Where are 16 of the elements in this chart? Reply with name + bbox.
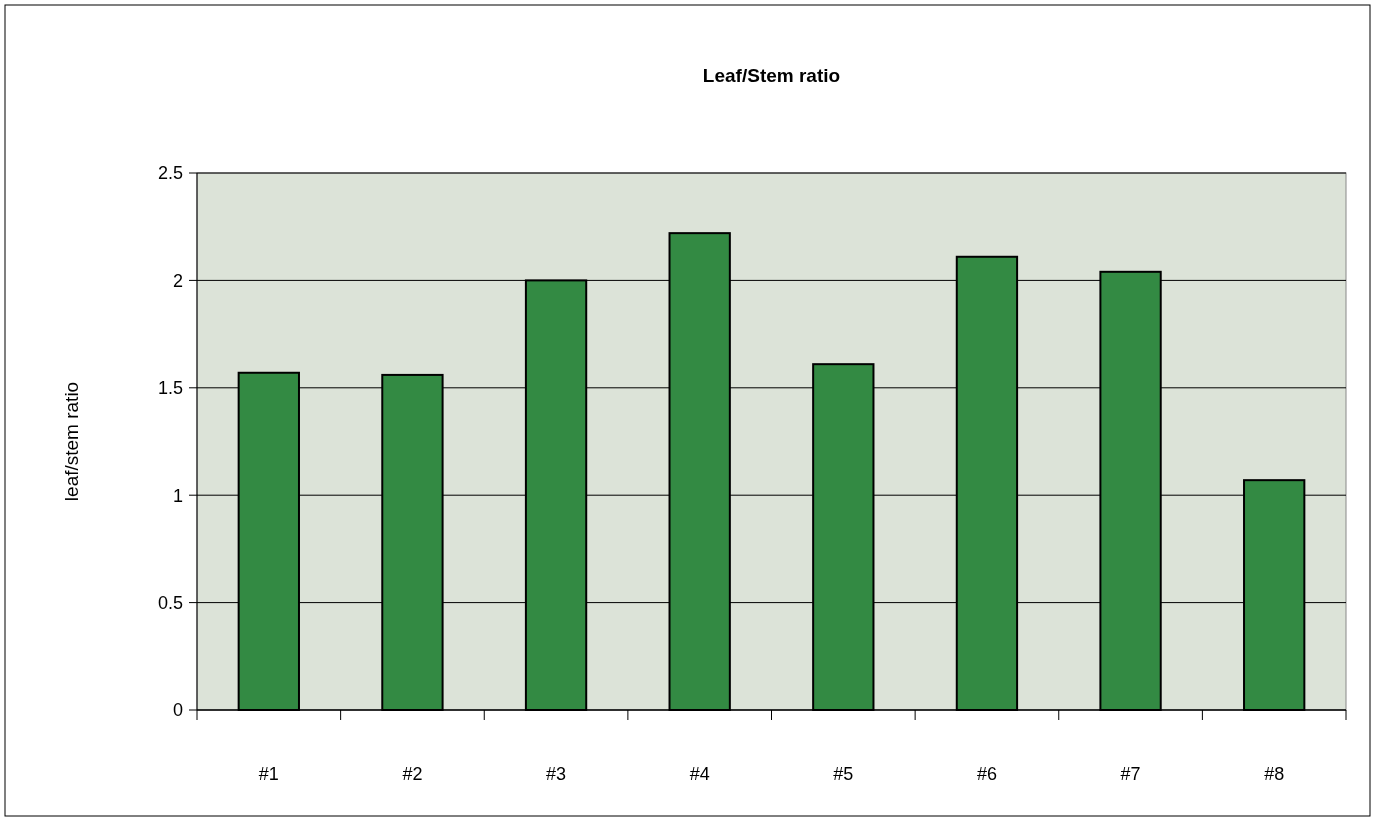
y-axis-title: leaf/stem ratio — [61, 381, 82, 502]
y-tick-label: 1.5 — [157, 378, 183, 399]
x-tick-label: #3 — [546, 764, 567, 784]
x-tick-label: #5 — [833, 764, 854, 784]
x-tick-label: #6 — [976, 764, 997, 784]
y-tick-label: 2.5 — [157, 163, 183, 184]
x-tick-label: #2 — [402, 764, 423, 784]
x-tick-label: #7 — [1120, 764, 1141, 784]
y-tick-label: 2 — [172, 270, 183, 291]
chart-title: Leaf/Stem ratio — [702, 65, 841, 86]
y-tick-label: 0 — [172, 700, 183, 721]
y-tick-label: 0.5 — [157, 592, 183, 613]
x-tick-label: #4 — [689, 764, 710, 784]
x-tick-label: #1 — [258, 764, 279, 784]
y-tick-label: 1 — [172, 485, 183, 506]
x-tick-label: #8 — [1264, 764, 1285, 784]
